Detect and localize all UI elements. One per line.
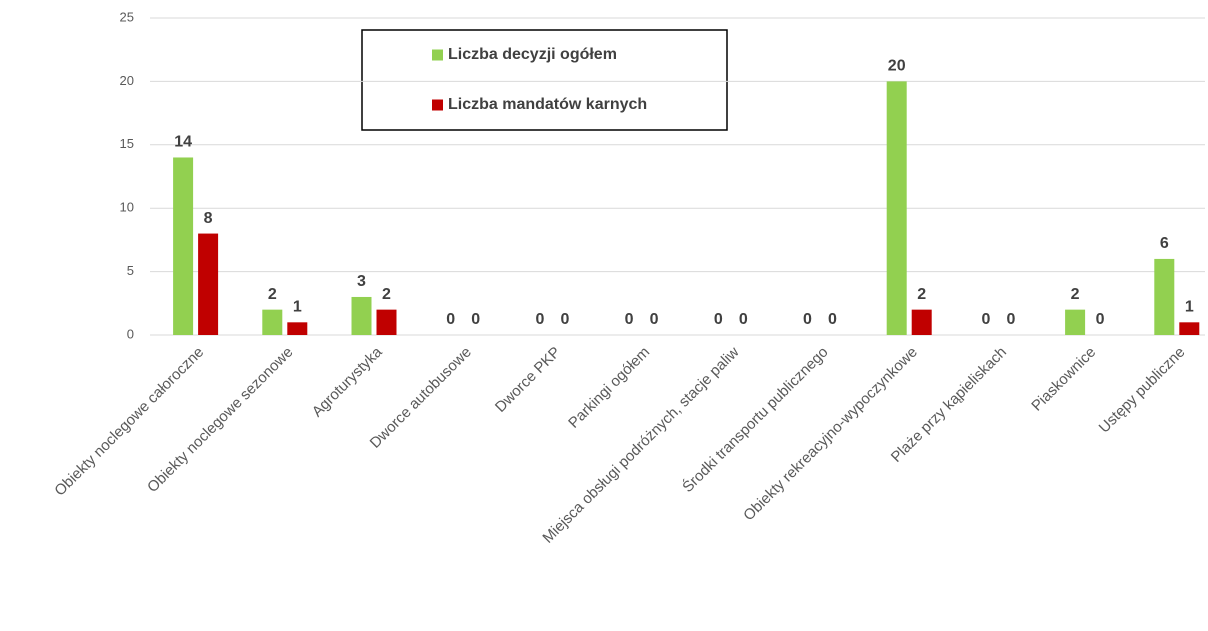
legend-label: Liczba mandatów karnych: [448, 96, 647, 113]
value-label: 2: [268, 286, 277, 303]
bar: [1179, 322, 1200, 335]
x-tick-label: Dworce autobusowe: [367, 344, 475, 452]
bar: [1065, 309, 1086, 335]
value-label: 3: [357, 273, 366, 290]
bar: [351, 296, 372, 335]
legend-box: [361, 29, 728, 131]
value-label: 2: [382, 286, 391, 303]
value-label: 20: [888, 58, 906, 75]
x-tick-label: Piaskownice: [1028, 344, 1099, 415]
x-tick-label: Ustępy publiczne: [1096, 344, 1189, 437]
legend-label: Liczba decyzji ogółem: [448, 46, 617, 63]
legend-swatch: [432, 49, 443, 61]
y-tick-label: 0: [127, 326, 134, 341]
x-tick-label: Parkingi ogółem: [565, 344, 653, 432]
value-label: 0: [803, 311, 812, 328]
x-tick-label: Obiekty noclegowe sezonowe: [144, 344, 296, 496]
bar: [376, 309, 397, 335]
bar: [886, 81, 907, 336]
value-label: 2: [917, 286, 926, 303]
value-label: 0: [535, 311, 544, 328]
y-tick-label: 15: [120, 136, 134, 151]
value-label: 0: [446, 311, 455, 328]
x-tick-label: Obiekty noclegowe całoroczne: [51, 344, 207, 500]
bar: [262, 309, 283, 335]
value-label: 0: [828, 311, 837, 328]
x-tick-label: Agroturystyka: [309, 343, 386, 420]
bar: [173, 157, 194, 335]
value-label: 0: [1006, 311, 1015, 328]
bar: [198, 233, 219, 335]
y-tick-label: 20: [120, 73, 134, 88]
x-tick-label: Dworce PKP: [492, 344, 564, 416]
y-tick-label: 25: [120, 9, 134, 24]
value-label: 1: [1185, 299, 1194, 316]
x-tick-label: Miejsca obsługi podróżnych, stacje paliw: [539, 344, 742, 547]
value-label: 2: [1071, 286, 1080, 303]
value-label: 0: [625, 311, 634, 328]
value-label: 0: [739, 311, 748, 328]
value-label: 0: [560, 311, 569, 328]
legend-swatch: [432, 99, 443, 111]
x-tick-label: Obiekty rekreacyjno-wypoczynkowe: [740, 344, 921, 525]
bar: [1154, 258, 1175, 335]
value-label: 8: [204, 210, 213, 227]
value-label: 0: [471, 311, 480, 328]
value-label: 0: [714, 311, 723, 328]
x-tick-label: Środki transportu publicznego: [679, 343, 832, 496]
value-label: 0: [650, 311, 659, 328]
y-tick-label: 5: [127, 263, 134, 278]
value-label: 0: [1096, 311, 1105, 328]
bar: [911, 309, 932, 335]
bar: [287, 322, 308, 335]
value-label: 1: [293, 299, 302, 316]
value-label: 0: [981, 311, 990, 328]
value-label: 6: [1160, 235, 1169, 252]
value-label: 14: [174, 134, 192, 151]
y-tick-label: 10: [120, 200, 134, 215]
